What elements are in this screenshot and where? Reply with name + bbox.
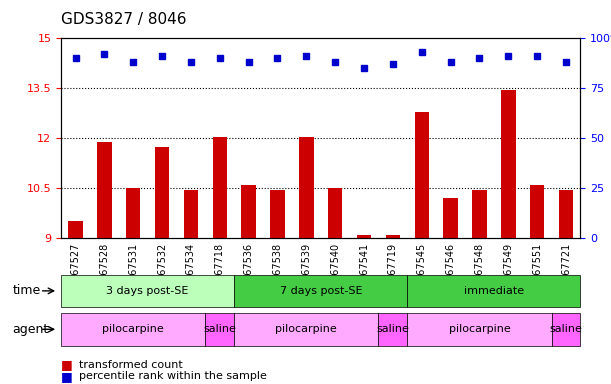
Bar — [386, 235, 400, 238]
Bar — [472, 190, 487, 238]
Text: saline: saline — [376, 324, 409, 334]
Bar — [126, 188, 141, 238]
Text: time: time — [12, 285, 40, 297]
Bar — [241, 185, 256, 238]
Bar — [155, 147, 169, 238]
Text: saline: saline — [203, 324, 236, 334]
Bar — [213, 137, 227, 238]
Bar — [357, 235, 371, 238]
Text: agent: agent — [12, 323, 48, 336]
Text: immediate: immediate — [464, 286, 524, 296]
Text: percentile rank within the sample: percentile rank within the sample — [79, 371, 267, 381]
Bar — [68, 222, 82, 238]
Text: pilocarpine: pilocarpine — [103, 324, 164, 334]
Bar — [184, 190, 198, 238]
Text: transformed count: transformed count — [79, 360, 183, 370]
Bar — [414, 112, 429, 238]
Text: ■: ■ — [61, 370, 73, 383]
Text: pilocarpine: pilocarpine — [448, 324, 510, 334]
Bar — [501, 90, 516, 238]
Bar — [328, 188, 342, 238]
Text: 3 days post-SE: 3 days post-SE — [106, 286, 189, 296]
Bar — [444, 198, 458, 238]
Bar — [97, 142, 112, 238]
Bar — [530, 185, 544, 238]
Text: GDS3827 / 8046: GDS3827 / 8046 — [61, 12, 186, 26]
Text: ■: ■ — [61, 358, 73, 371]
Bar — [270, 190, 285, 238]
Bar — [559, 190, 573, 238]
Text: pilocarpine: pilocarpine — [276, 324, 337, 334]
Bar — [299, 137, 313, 238]
Text: saline: saline — [549, 324, 582, 334]
Text: 7 days post-SE: 7 days post-SE — [279, 286, 362, 296]
